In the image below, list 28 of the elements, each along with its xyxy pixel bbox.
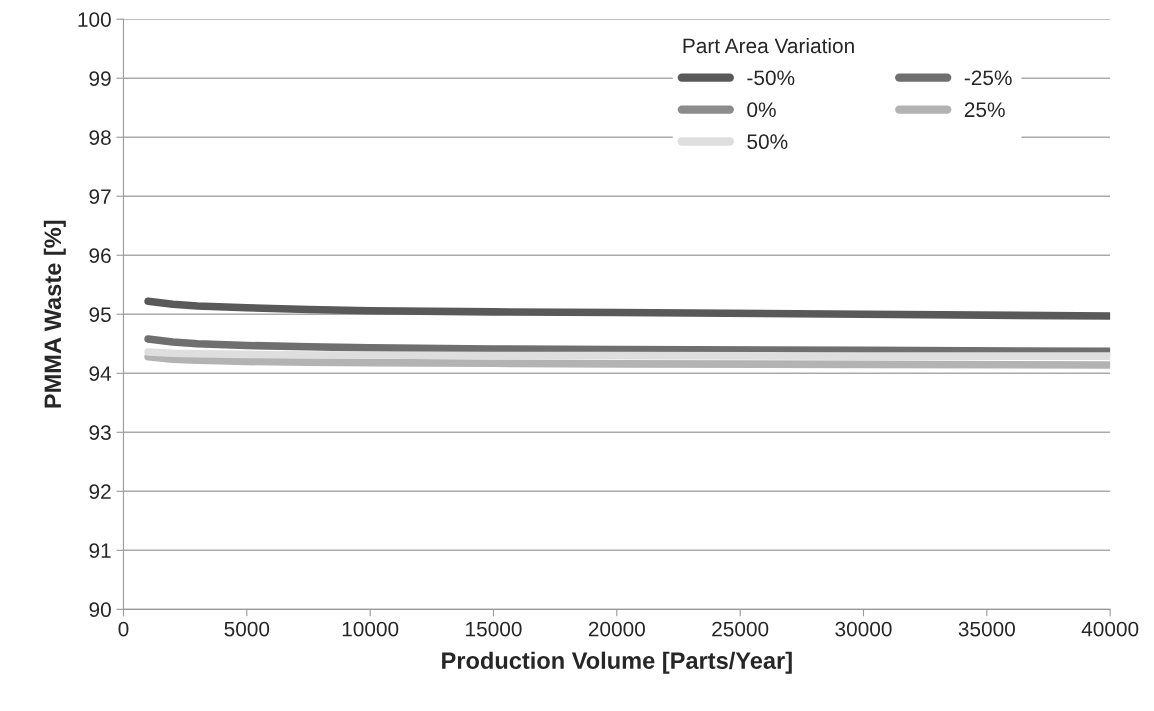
x-tick-label: 40000 [1081, 621, 1139, 637]
x-tick-label: 35000 [958, 621, 1015, 637]
y-tick-label: 92 [89, 484, 111, 500]
y-tick-label: 99 [89, 71, 111, 86]
legend-label: 0% [747, 102, 776, 118]
legend-title: Part Area Variation [683, 37, 854, 54]
y-tick-label: 97 [89, 189, 111, 204]
y-axis-title: PMMA Waste [%] [43, 220, 66, 408]
y-tick-label: 98 [89, 130, 111, 145]
x-tick-label: 30000 [835, 621, 892, 637]
x-axis-title: Production Volume [Parts/Year] [442, 651, 792, 674]
y-tick-label: 93 [89, 425, 111, 441]
legend-label: -50% [747, 70, 795, 86]
x-tick-label: 0 [118, 621, 129, 637]
x-tick-label: 5000 [224, 621, 270, 637]
y-tick-label: 95 [89, 307, 111, 323]
x-tick-label: 10000 [342, 621, 399, 637]
legend-label: 50% [747, 134, 788, 150]
y-tick-label: 94 [89, 366, 112, 382]
y-tick-label: 90 [89, 602, 111, 618]
x-tick-label: 15000 [466, 621, 522, 637]
y-tick-label: 91 [89, 543, 111, 559]
x-tick-label: 25000 [712, 621, 769, 637]
x-tick-label: 20000 [588, 621, 645, 637]
y-tick-label: 100 [78, 12, 111, 27]
legend-label: -25% [964, 70, 1012, 86]
legend-label: 25% [964, 102, 1005, 118]
y-tick-label: 96 [89, 248, 111, 263]
